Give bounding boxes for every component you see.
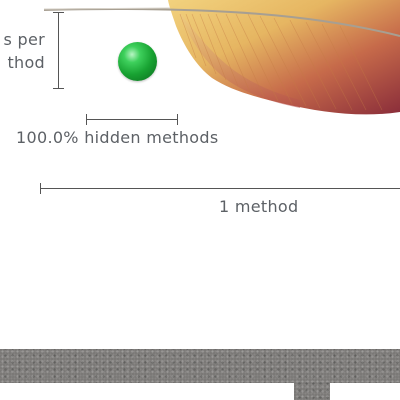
method-count-bracket-line <box>40 188 400 189</box>
hidden-methods-bracket-line <box>86 119 178 120</box>
per-method-label-line2: thod <box>7 53 45 72</box>
bottom-card-left[interactable] <box>0 383 294 400</box>
bottom-card-right[interactable] <box>330 383 400 400</box>
hidden-methods-bracket-cap-left <box>86 114 87 125</box>
per-method-bracket-cap-bottom <box>53 88 64 89</box>
feather-vane-edge <box>178 10 300 108</box>
method-count-bracket-cap-left <box>40 183 41 194</box>
per-method-bracket-cap-top <box>53 12 64 13</box>
feather-barbs <box>179 13 383 111</box>
green-sphere-icon <box>118 42 157 81</box>
per-method-label-line1: s per <box>3 30 45 49</box>
feather-image <box>43 0 400 115</box>
feather-vane <box>168 0 400 115</box>
feather-shaft <box>43 8 400 37</box>
per-method-bracket-line <box>58 12 59 88</box>
method-count-label: 1 method <box>219 197 299 216</box>
hidden-methods-bracket-cap-right <box>177 114 178 125</box>
hidden-methods-label: 100.0% hidden methods <box>16 128 219 147</box>
